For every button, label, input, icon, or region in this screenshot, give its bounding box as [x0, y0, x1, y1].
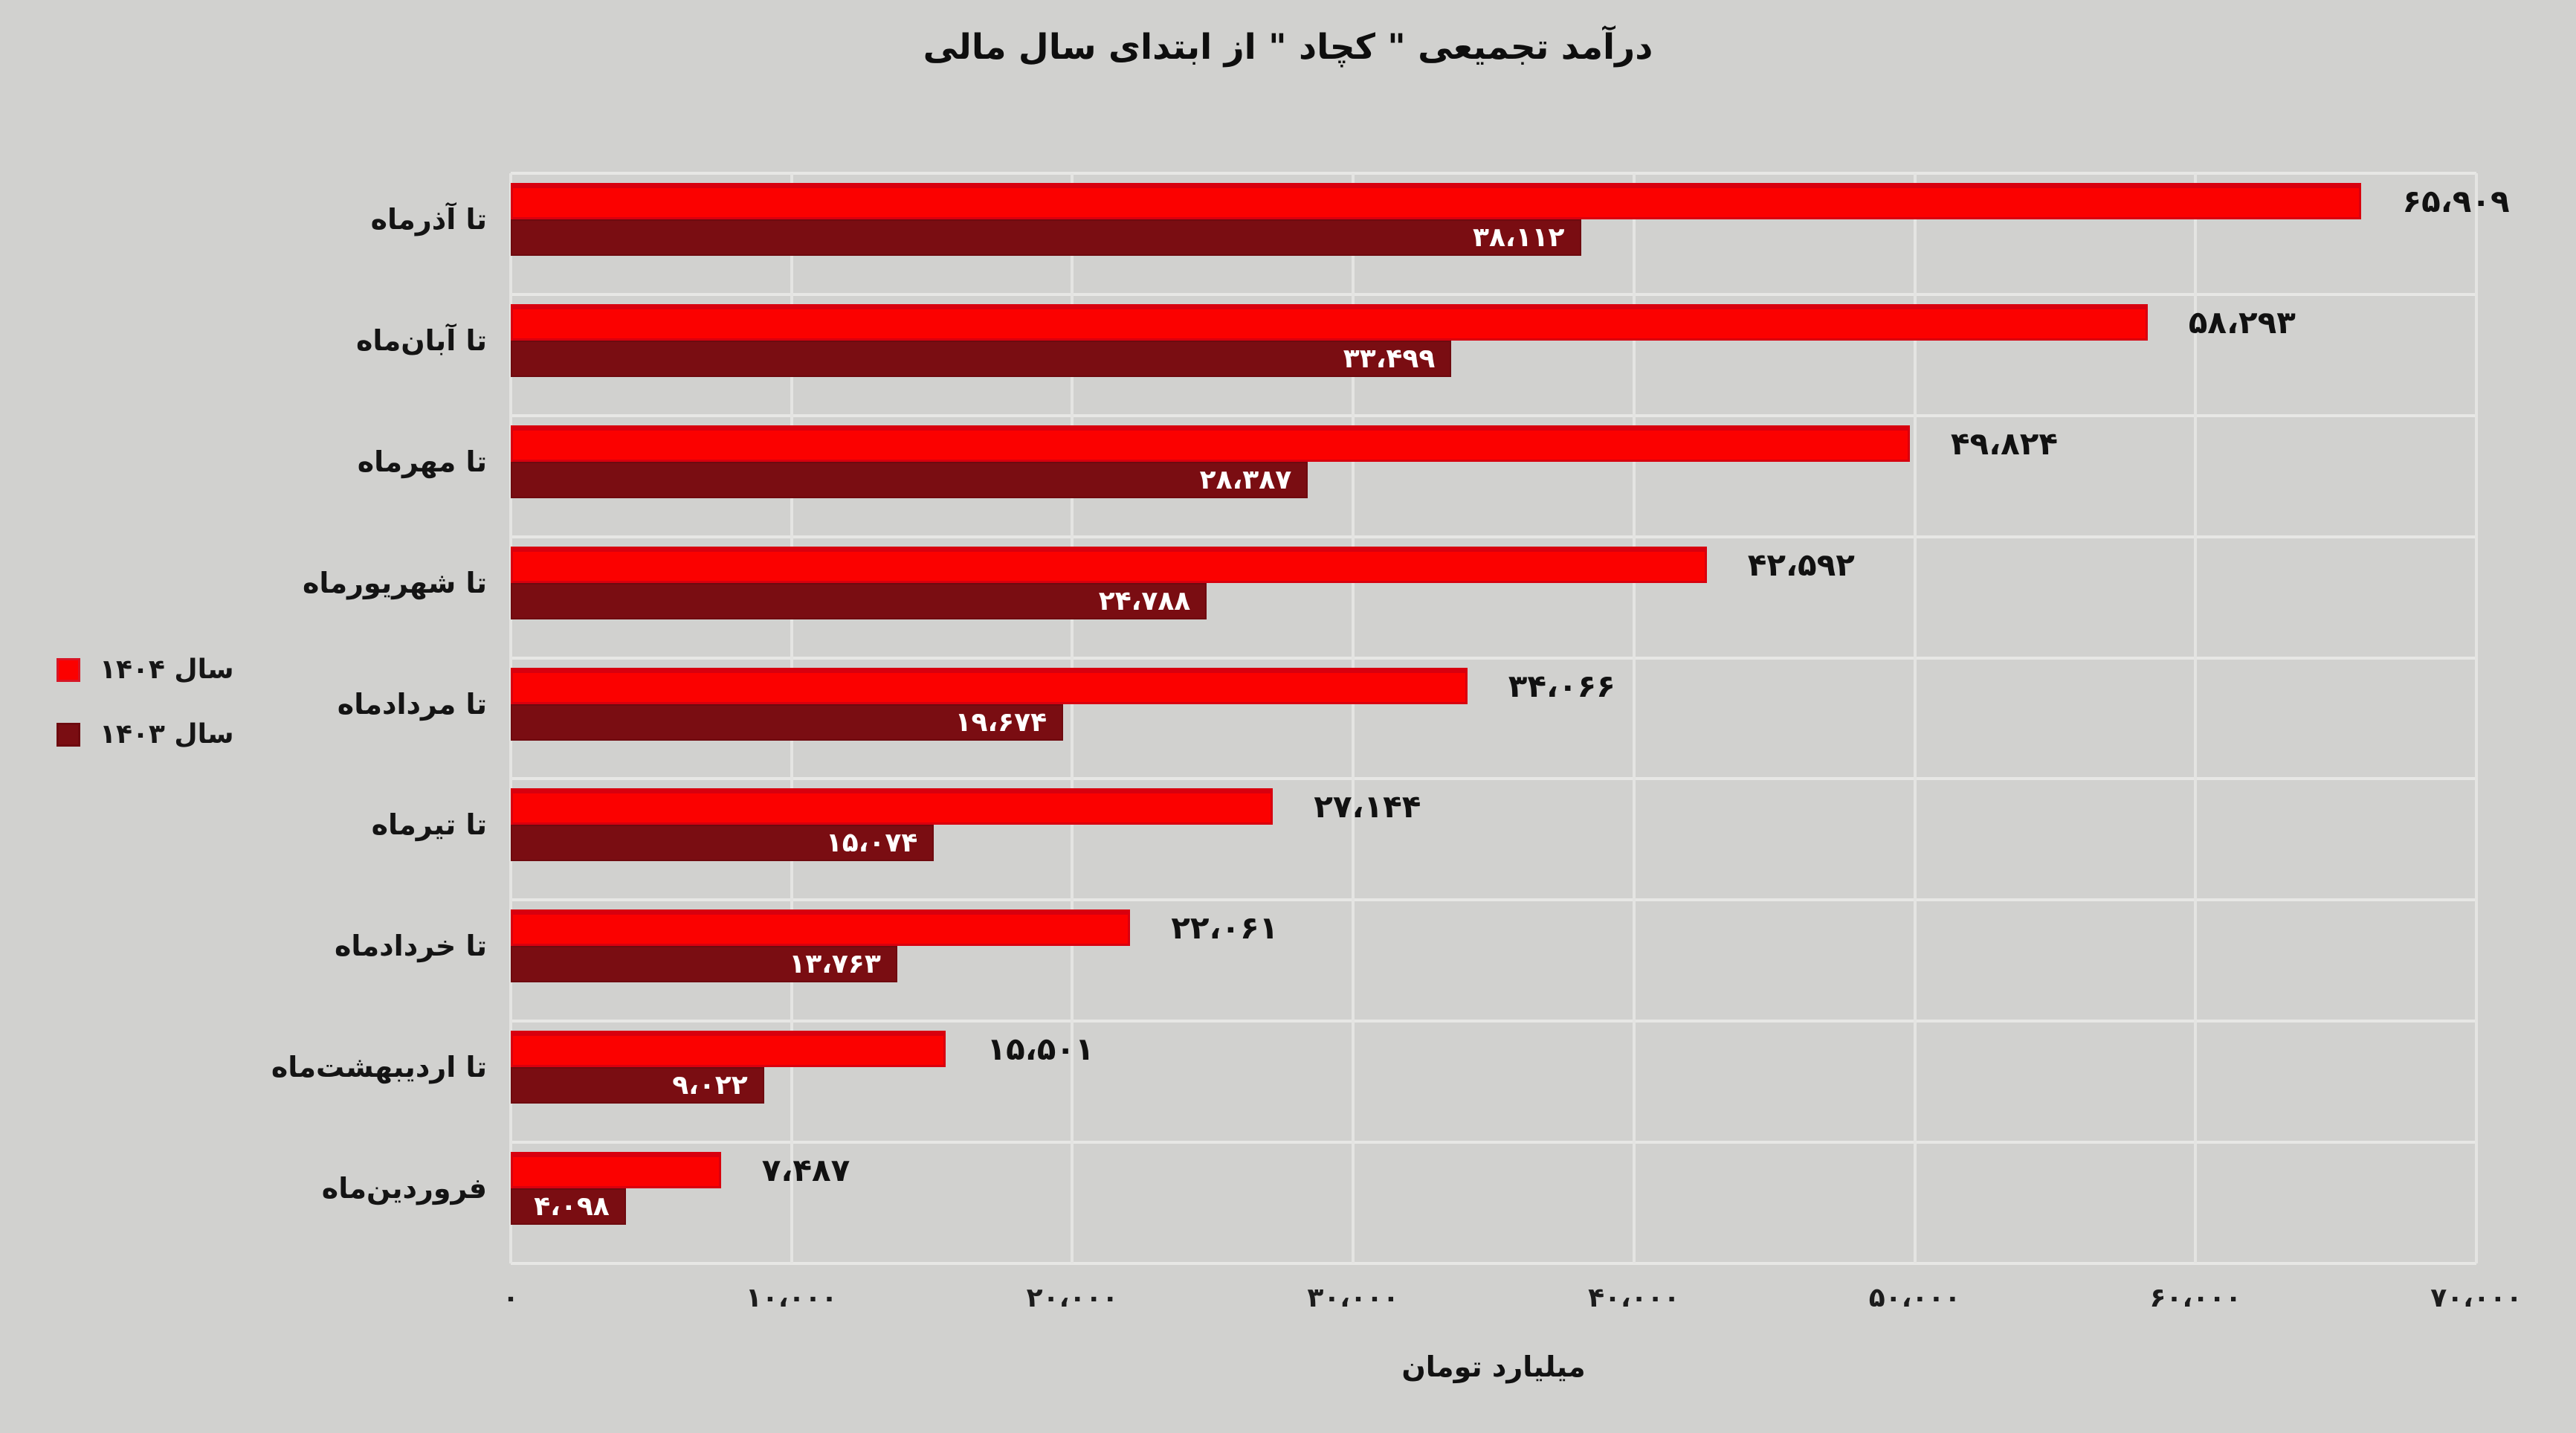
- bar-value-label-1404: ۶۵،۹۰۹: [2402, 183, 2510, 219]
- x-tick-label: ۰: [503, 1283, 519, 1313]
- bar-value-label-1404: ۲۲،۰۶۱: [1171, 909, 1279, 947]
- bar-value-label-1403: ۴،۰۹۸: [534, 1191, 610, 1223]
- legend-item-1404: سال ۱۴۰۴: [57, 654, 234, 685]
- legend-label-1403: سال ۱۴۰۳: [100, 719, 234, 750]
- x-tick-label: ۱۰،۰۰۰: [745, 1283, 838, 1313]
- category-label: تا مهرماه: [357, 445, 487, 478]
- bar-1404: [511, 546, 1707, 583]
- bar-1404: [511, 1031, 946, 1068]
- bar-value-label-1403: ۱۹،۶۷۴: [955, 706, 1047, 738]
- bar-value-label-1403: ۳۸،۱۱۲: [1472, 222, 1565, 253]
- plot-area: ۶۵،۹۰۹ ۳۸،۱۱۲ ۵۸،۲۹۳ ۳۳،۴۹۹ ۴۹،۸۲۴ ۲۸،۳۸۷ ۴۲،۵…: [509, 172, 2510, 1265]
- x-tick-label: ۵۰،۰۰۰: [1868, 1283, 1961, 1313]
- bar-1403: ۱۳،۷۶۳: [511, 946, 897, 983]
- gridline-horizontal: [511, 172, 2476, 175]
- bar-value-label-1404: ۴۹،۸۲۴: [1950, 425, 2059, 462]
- bar-1403: ۹،۰۲۲: [511, 1067, 764, 1104]
- gridline-vertical: [1352, 173, 1355, 1263]
- bar-value-label-1404: ۵۸،۲۹۳: [2188, 303, 2296, 341]
- legend-item-1403: سال ۱۴۰۳: [57, 719, 234, 750]
- bar-value-label-1404: ۷،۴۸۷: [761, 1152, 850, 1189]
- bar-1404: [511, 183, 2362, 219]
- gridline-vertical: [2194, 173, 2198, 1263]
- legend-swatch-1403-icon: [57, 722, 80, 747]
- gridline-horizontal: [511, 898, 2476, 902]
- bar-value-label-1403: ۲۴،۷۸۸: [1098, 585, 1191, 616]
- gridline-vertical: [1632, 173, 1636, 1263]
- bar-1403: ۲۸،۳۸۷: [511, 461, 1308, 498]
- bar-1404: [511, 667, 1468, 704]
- bar-1404: [511, 909, 1131, 947]
- bar-value-label-1403: ۱۵،۰۷۴: [825, 828, 918, 859]
- bar-1403: ۱۹،۶۷۴: [511, 703, 1064, 741]
- gridline-horizontal: [511, 292, 2476, 296]
- bar-value-label-1403: ۹،۰۲۲: [672, 1070, 748, 1101]
- gridline-horizontal: [511, 1020, 2476, 1023]
- bar-1403: ۴،۰۹۸: [511, 1188, 626, 1226]
- bar-value-label-1404: ۳۴،۰۶۶: [1508, 667, 1615, 704]
- bar-1404: [511, 1152, 721, 1189]
- category-label: تا مردادماه: [337, 687, 487, 721]
- category-label: تا آبان‌ماه: [356, 323, 487, 357]
- x-tick-label: ۴۰،۰۰۰: [1588, 1283, 1680, 1313]
- gridline-horizontal: [511, 1141, 2476, 1144]
- gridline-vertical: [2475, 173, 2478, 1263]
- x-tick-label: ۶۰،۰۰۰: [2149, 1283, 2242, 1313]
- bar-1404: [511, 303, 2148, 341]
- category-label: تا تیرماه: [371, 808, 487, 842]
- bar-value-label-1403: ۳۳،۴۹۹: [1343, 343, 1436, 374]
- chart-title: درآمد تجمیعی " کچاد " از ابتدای سال مالی: [923, 27, 1653, 68]
- bar-value-label-1403: ۱۳،۷۶۳: [789, 949, 881, 980]
- chart-legend: سال ۱۴۰۴ سال ۱۴۰۳: [57, 654, 234, 750]
- bar-1404: [511, 425, 1910, 462]
- category-label: تا آذرماه: [370, 203, 487, 236]
- x-tick-label: ۷۰،۰۰۰: [2430, 1283, 2522, 1313]
- category-label: تا شهریورماه: [302, 566, 487, 599]
- gridline-vertical: [1071, 173, 1074, 1263]
- bar-value-label-1404: ۱۵،۵۰۱: [987, 1031, 1094, 1068]
- gridline-horizontal: [511, 656, 2476, 660]
- x-tick-label: ۲۰،۰۰۰: [1026, 1283, 1119, 1313]
- gridline-vertical: [1913, 173, 1917, 1263]
- gridline-horizontal: [511, 535, 2476, 538]
- legend-swatch-1404-icon: [57, 657, 80, 682]
- bar-value-label-1404: ۲۷،۱۴۴: [1314, 788, 1421, 825]
- bar-value-label-1404: ۴۲،۵۹۲: [1747, 546, 1855, 583]
- category-label: فروردین‌ماه: [321, 1172, 487, 1205]
- legend-label-1404: سال ۱۴۰۴: [100, 654, 234, 685]
- bar-value-label-1403: ۲۸،۳۸۷: [1199, 464, 1292, 495]
- gridline-horizontal: [511, 777, 2476, 781]
- bar-1403: ۳۳،۴۹۹: [511, 340, 1452, 377]
- bar-1403: ۳۸،۱۱۲: [511, 219, 1581, 256]
- category-label: تا اردیبهشت‌ماه: [271, 1051, 487, 1084]
- bar-1403: ۱۵،۰۷۴: [511, 825, 934, 862]
- x-axis-title: میلیارد تومان: [1401, 1350, 1586, 1383]
- bar-1404: [511, 788, 1274, 825]
- x-tick-label: ۳۰،۰۰۰: [1307, 1283, 1399, 1313]
- gridline-horizontal: [511, 413, 2476, 417]
- category-label: تا خردادماه: [334, 930, 487, 963]
- gridline-horizontal: [511, 1262, 2476, 1265]
- bar-1403: ۲۴،۷۸۸: [511, 582, 1207, 619]
